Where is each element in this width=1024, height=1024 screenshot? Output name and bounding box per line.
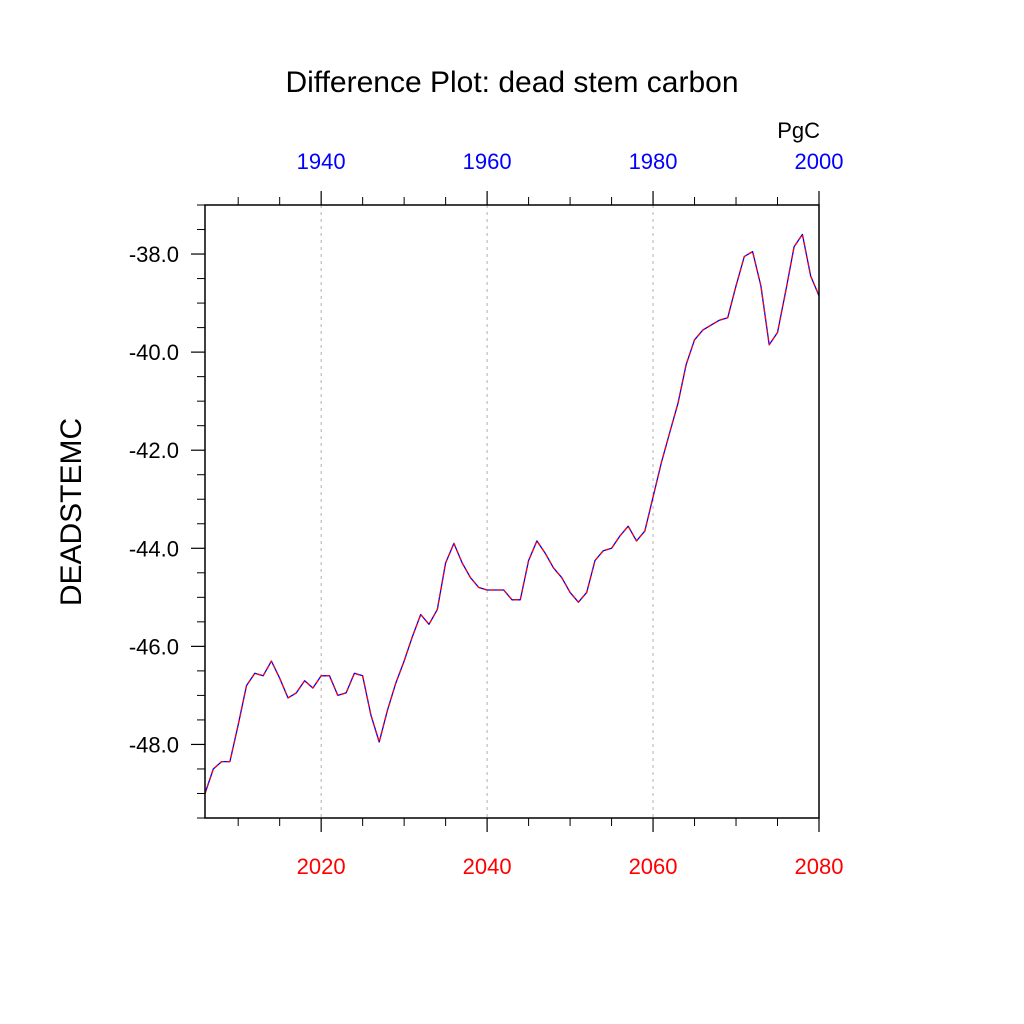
x-tick-label-top: 1940 bbox=[297, 149, 346, 174]
x-tick-label-bottom: 2080 bbox=[795, 854, 844, 879]
ticks bbox=[191, 191, 820, 832]
y-tick-label: -38.0 bbox=[129, 242, 179, 267]
plot-frame bbox=[204, 204, 820, 819]
y-tick-label: -42.0 bbox=[129, 438, 179, 463]
series-layer bbox=[204, 233, 820, 794]
tick-labels: 2020 2040 2060 2080 1940 1960 1980 2000 -38.0 -40… bbox=[129, 149, 844, 879]
y-tick-label: -48.0 bbox=[129, 732, 179, 757]
y-axis-label: DEADSTEMC bbox=[55, 418, 88, 606]
series-line-dashed bbox=[204, 233, 820, 794]
x-tick-label-top: 2000 bbox=[795, 149, 844, 174]
x-tick-label-top: 1960 bbox=[463, 149, 512, 174]
x-tick-label-top: 1980 bbox=[629, 149, 678, 174]
units-label: PgC bbox=[777, 118, 820, 143]
x-tick-label-bottom: 2020 bbox=[297, 854, 346, 879]
chart-title: Difference Plot: dead stem carbon bbox=[285, 66, 738, 99]
grid bbox=[320, 205, 654, 818]
x-tick-label-bottom: 2060 bbox=[629, 854, 678, 879]
y-tick-label: -40.0 bbox=[129, 340, 179, 365]
x-tick-label-bottom: 2040 bbox=[463, 854, 512, 879]
y-tick-label: -46.0 bbox=[129, 634, 179, 659]
y-tick-label: -44.0 bbox=[129, 536, 179, 561]
